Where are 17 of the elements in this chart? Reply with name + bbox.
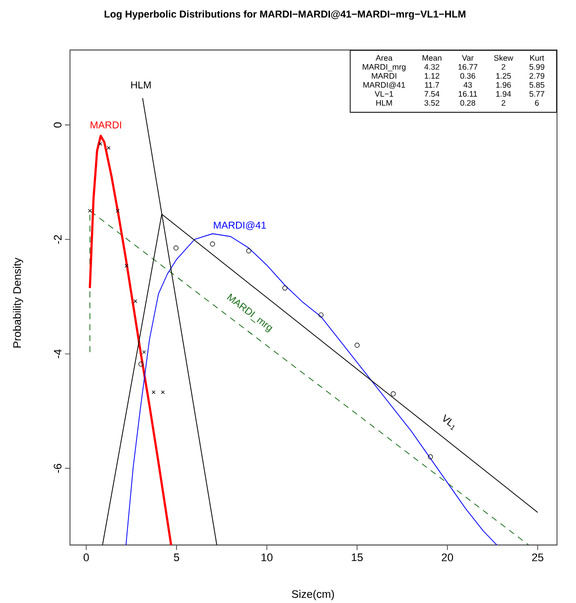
y-tick-label: 0	[54, 122, 62, 128]
x-tick-label: 5	[174, 554, 180, 562]
x-tick-label: 20	[442, 554, 454, 562]
x-tick-label: 0	[84, 554, 89, 562]
y-tick-label: -4	[54, 349, 62, 358]
x-tick-label: 10	[262, 554, 272, 562]
y-tick-label: -2	[54, 235, 62, 244]
series-label: MARDI@41	[214, 221, 266, 230]
series-label: MARDI	[90, 122, 122, 128]
x-tick-label: 15	[352, 554, 363, 562]
y-axis-title: Probability Density	[12, 258, 24, 348]
x-axis-title: Size(cm)	[292, 590, 334, 600]
text: VL$_{1}$	[443, 414, 455, 430]
x-tick-label: 25	[532, 554, 544, 562]
chart-title: Log Hyperbolic Distributions for MARDI−MARDI@41−MARDI−mrg−VL1−HLM	[104, 10, 466, 20]
series-label: HLM	[131, 81, 151, 88]
y-tick-label: -6	[54, 464, 62, 473]
